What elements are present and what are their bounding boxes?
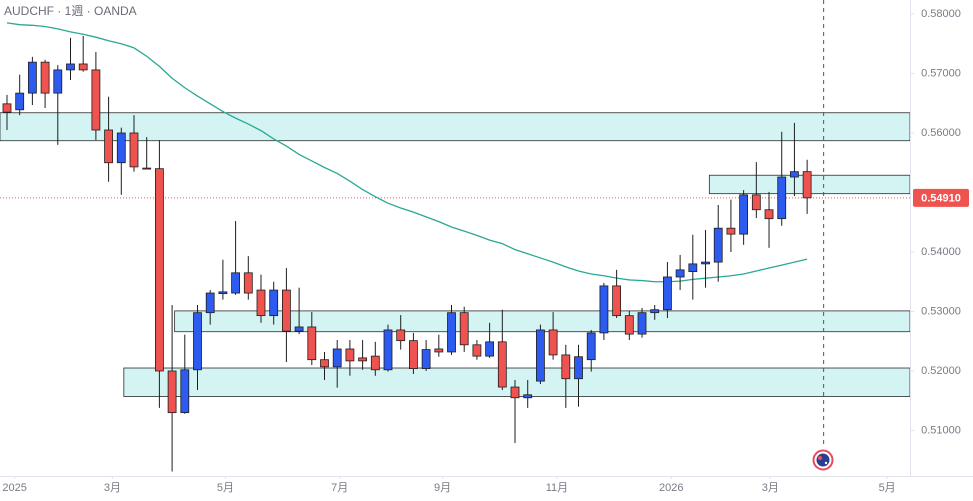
x-tick-label: 2026 — [659, 482, 683, 494]
candle-body — [523, 394, 533, 399]
candle-body — [790, 171, 799, 178]
candle-body — [180, 369, 190, 414]
candle-body — [193, 312, 202, 371]
candle-body — [650, 309, 660, 314]
candle-body — [421, 349, 431, 370]
candle-body — [764, 209, 774, 220]
y-tick-label: 0.53000 — [921, 305, 961, 317]
y-tick-label: 0.58000 — [921, 8, 961, 20]
candle-body — [777, 176, 787, 220]
candle-body — [269, 289, 279, 317]
candle-body — [383, 329, 393, 371]
candle-body — [472, 344, 482, 357]
candle-body — [548, 329, 558, 356]
candle-body — [739, 194, 749, 235]
candle-body — [637, 312, 647, 335]
y-tick-label: 0.57000 — [921, 67, 961, 79]
x-tick-label: 5月 — [879, 482, 896, 494]
candle-body — [142, 167, 152, 170]
y-tick-label: 0.54000 — [921, 246, 961, 258]
candle-body — [78, 63, 88, 71]
candle-body — [154, 168, 164, 372]
candle-body — [726, 227, 736, 235]
candle-body — [358, 357, 368, 362]
candle-body — [447, 312, 456, 353]
candle-body — [409, 340, 418, 370]
candle-body — [116, 132, 126, 164]
y-tick-label: 0.56000 — [921, 127, 961, 139]
candle-body — [243, 272, 253, 294]
y-tick-label: 0.52000 — [921, 365, 961, 377]
candle-body — [701, 261, 710, 265]
candle-body — [53, 69, 63, 94]
candle-body — [345, 348, 355, 362]
candle-body — [294, 326, 304, 332]
candle-body — [205, 292, 215, 314]
candle-body — [612, 285, 622, 317]
event-icon[interactable] — [812, 449, 834, 471]
candle-body — [104, 129, 113, 164]
candle-body — [434, 348, 444, 353]
candle-body — [536, 329, 545, 382]
candle-body — [396, 329, 406, 342]
candle-body — [510, 386, 520, 399]
candle-body — [599, 285, 609, 334]
candle-body — [40, 61, 50, 94]
candle-body — [574, 356, 583, 380]
chart-title: AUDCHF · 1週 · OANDA — [4, 4, 137, 18]
candle-body — [675, 269, 685, 278]
candle-body — [751, 194, 761, 211]
candle-body — [320, 359, 329, 368]
x-tick-label: 9月 — [434, 482, 451, 494]
last-price-label: 0.54910 — [921, 193, 961, 205]
candle-body — [218, 291, 228, 295]
candle-body — [66, 63, 75, 71]
candle-body — [586, 332, 596, 361]
x-tick-label: 11月 — [546, 482, 568, 494]
candle-body — [15, 92, 25, 111]
candle-body — [2, 103, 12, 113]
x-tick-label: 7月 — [331, 482, 348, 494]
candle-body — [370, 355, 380, 371]
moving-average — [6, 22, 808, 283]
candle-body — [688, 263, 698, 273]
candle-body — [624, 315, 634, 335]
candle-body — [167, 370, 177, 414]
candle-body — [485, 341, 495, 357]
candle-body — [27, 61, 37, 94]
x-tick-label: 3月 — [762, 482, 779, 494]
candle-body — [459, 312, 469, 346]
last-price-box — [913, 188, 969, 207]
y-tick-label: 0.51000 — [921, 424, 961, 436]
candle-body — [561, 354, 571, 380]
candle-body — [231, 272, 240, 294]
candle-body — [497, 341, 507, 388]
candle-body — [663, 276, 672, 311]
candle-body — [129, 132, 139, 168]
zone — [0, 112, 911, 142]
candle-body — [802, 171, 812, 199]
x-tick-label: 5月 — [217, 482, 234, 494]
candle-body — [307, 326, 317, 361]
x-tick-label: 3月 — [104, 482, 121, 494]
x-tick-label: 2025 — [2, 482, 26, 494]
candle-body — [281, 289, 291, 332]
candle-body — [713, 227, 723, 263]
candle-body — [256, 289, 266, 317]
candle-body — [91, 69, 101, 131]
candle-body — [332, 348, 342, 368]
